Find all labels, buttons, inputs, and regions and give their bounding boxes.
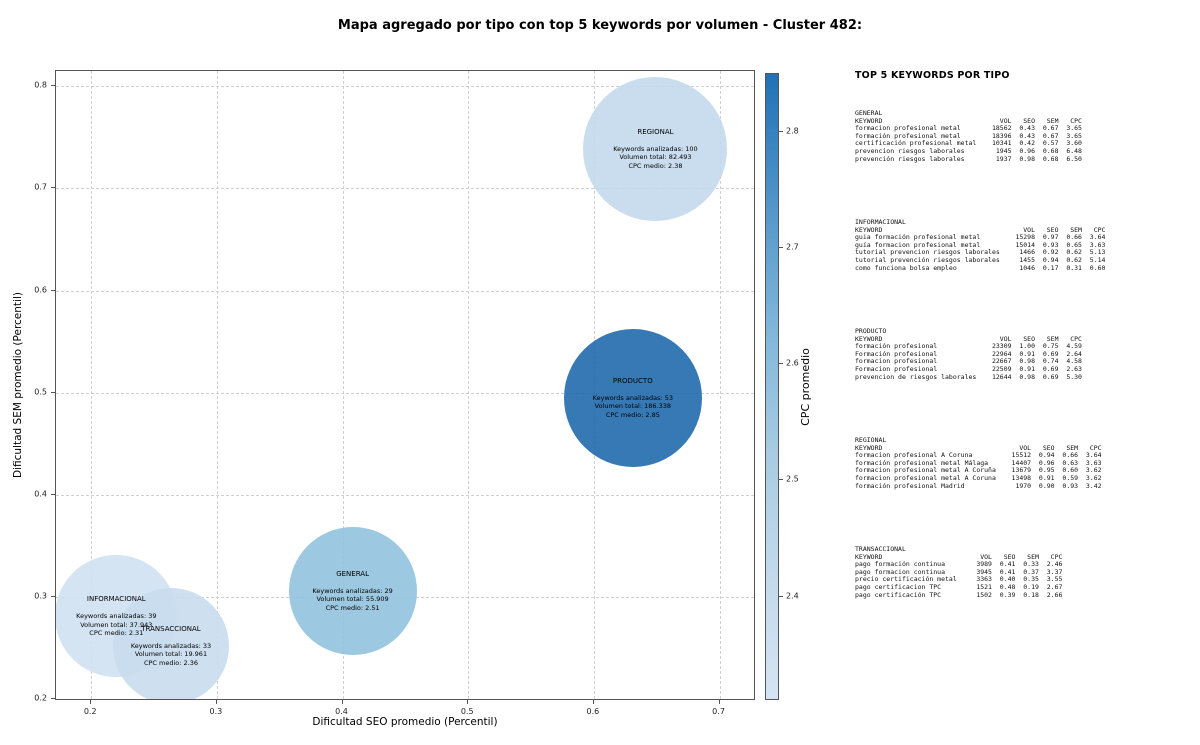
x-tick-mark: [90, 700, 92, 704]
colorbar: [765, 73, 779, 700]
y-tick-label: 0.4: [34, 489, 47, 499]
y-tick-label: 0.5: [34, 387, 47, 397]
bubble-stat-line: Keywords analizadas: 39: [76, 612, 157, 620]
bubble-type-label: TRANSACCIONAL: [141, 624, 201, 633]
keyword-section-regional: REGIONAL KEYWORD VOL SEO SEM CPC formaci…: [855, 436, 1102, 490]
y-tick-mark: [51, 289, 55, 291]
bubble-regional: [583, 76, 728, 221]
bubble-producto: [563, 328, 702, 467]
colorbar-tick-mark: [779, 595, 783, 597]
panel-title: TOP 5 KEYWORDS POR TIPO: [855, 70, 1010, 81]
y-tick-mark: [51, 85, 55, 87]
gridline: [216, 71, 218, 699]
colorbar-tick-mark: [779, 479, 783, 481]
x-tick-label: 0.7: [712, 707, 725, 716]
x-tick-mark: [718, 700, 720, 704]
gridline: [56, 86, 754, 88]
bubble-stat-line: CPC medio: 2.51: [325, 603, 380, 612]
bubble-type-label: REGIONAL: [637, 127, 674, 136]
bubble-annotation-regional: REGIONAL Keywords analizadas: 100 Volumen …: [613, 127, 697, 170]
bubble-stat-line: CPC medio: 2.36: [143, 658, 198, 667]
bubble-stat-line: Volumen total: 186.338: [594, 401, 671, 410]
chart-title: Mapa agregado por tipo con top 5 keyword…: [337, 18, 863, 33]
bubble-annotation-general: GENERAL Keywords analizadas: 29 Volumen to…: [312, 569, 392, 612]
gridline: [56, 290, 754, 292]
colorbar-tick-label: 2.7: [786, 242, 799, 252]
gridline: [719, 71, 721, 699]
x-tick-label: 0.6: [586, 707, 600, 716]
keyword-section-general: GENERAL KEYWORD VOL SEO SEM CPC formacio…: [855, 109, 1082, 163]
bubble-transaccional: [112, 587, 229, 699]
bubble-type-label: PRODUCTO: [612, 376, 653, 385]
colorbar-tick-mark: [779, 247, 783, 249]
y-tick-mark: [51, 187, 55, 189]
x-tick-mark: [467, 700, 469, 704]
colorbar-tick-label: 2.4: [786, 591, 799, 600]
keywords-panel: TOP 5 KEYWORDS POR TIPO GENERAL KEYWORD …: [855, 70, 1200, 742]
gridline: [468, 71, 470, 699]
colorbar-tick-mark: [779, 363, 783, 365]
bubble-annotation-informacional: INFORMACIONAL Keywords analizadas: 39 Volu…: [76, 595, 156, 638]
bubble-stat-line: CPC medio: 2.85: [605, 410, 660, 419]
colorbar-tick-mark: [779, 131, 783, 133]
y-axis-label: Dificultad SEM promedio (Percentil): [12, 292, 24, 478]
bubble-annotation-producto: PRODUCTO Keywords analizadas: 53 Volumen t…: [593, 376, 673, 419]
keyword-section-producto: PRODUCTO KEYWORD VOL SEO SEM CPC formaci…: [855, 327, 1082, 381]
gridline: [91, 71, 93, 699]
bubble-general: [288, 526, 417, 655]
bubble-stat-line: Keywords analizadas: 29: [312, 586, 393, 595]
bubble-stat-line: Keywords analizadas: 53: [592, 393, 673, 402]
x-tick-mark: [215, 700, 217, 704]
x-tick-mark: [341, 700, 343, 704]
colorbar-tick-label: 2.5: [786, 474, 799, 484]
x-axis-label: Dificultad SEO promedio (Percentil): [312, 716, 498, 728]
keyword-section-transaccional: TRANSACCIONAL KEYWORD VOL SEO SEM CPC pa…: [855, 545, 1063, 599]
colorbar-axis-label: CPC promedio: [799, 347, 812, 426]
bubble-type-label: INFORMACIONAL: [86, 595, 146, 603]
y-tick-mark: [51, 493, 55, 495]
gridline: [56, 698, 754, 699]
y-tick-mark: [51, 595, 55, 597]
bubble-stat-line: Volumen total: 55.909: [316, 594, 389, 603]
bubble-annotation-transaccional: TRANSACCIONAL Keywords analizadas: 33 Volu…: [131, 625, 211, 668]
y-tick-mark: [51, 391, 55, 393]
gridline: [56, 392, 754, 394]
bubble-stat-line: Volumen total: 82.493: [619, 152, 692, 161]
x-tick-label: 0.5: [460, 707, 474, 716]
colorbar-tick-label: 2.8: [786, 126, 799, 136]
bubble-stat-line: Keywords analizadas: 100: [613, 144, 698, 153]
bubble-stat-line: CPC medio: 2.38: [628, 161, 683, 170]
colorbar-tick-label: 2.6: [786, 358, 799, 368]
y-tick-label: 0.6: [34, 285, 47, 295]
y-tick-label: 0.8: [34, 80, 47, 90]
gridline: [56, 494, 754, 496]
y-tick-label: 0.2: [34, 693, 47, 703]
gridline: [56, 188, 754, 190]
x-tick-label: 0.3: [209, 707, 223, 716]
plot-area: REGIONAL Keywords analizadas: 100 Volumen …: [55, 70, 755, 700]
keyword-section-informacional: INFORMACIONAL KEYWORD VOL SEO SEM CPC gu…: [855, 218, 1106, 272]
y-tick-mark: [51, 697, 55, 699]
y-tick-label: 0.7: [34, 182, 47, 192]
bubble-stat-line: Volumen total: 19.961: [134, 650, 208, 659]
x-tick-label: 0.4: [335, 707, 348, 716]
gridline: [342, 71, 344, 699]
bubble-stat-line: Volumen total: 37.943: [80, 620, 153, 629]
bubble-type-label: GENERAL: [336, 569, 369, 578]
bubble-stat-line: Keywords analizadas: 33: [130, 641, 212, 650]
bubble-stat-line: CPC medio: 2.31: [89, 629, 144, 637]
y-tick-label: 0.3: [34, 591, 47, 601]
x-tick-label: 0.2: [83, 707, 97, 716]
x-tick-mark: [592, 700, 594, 704]
